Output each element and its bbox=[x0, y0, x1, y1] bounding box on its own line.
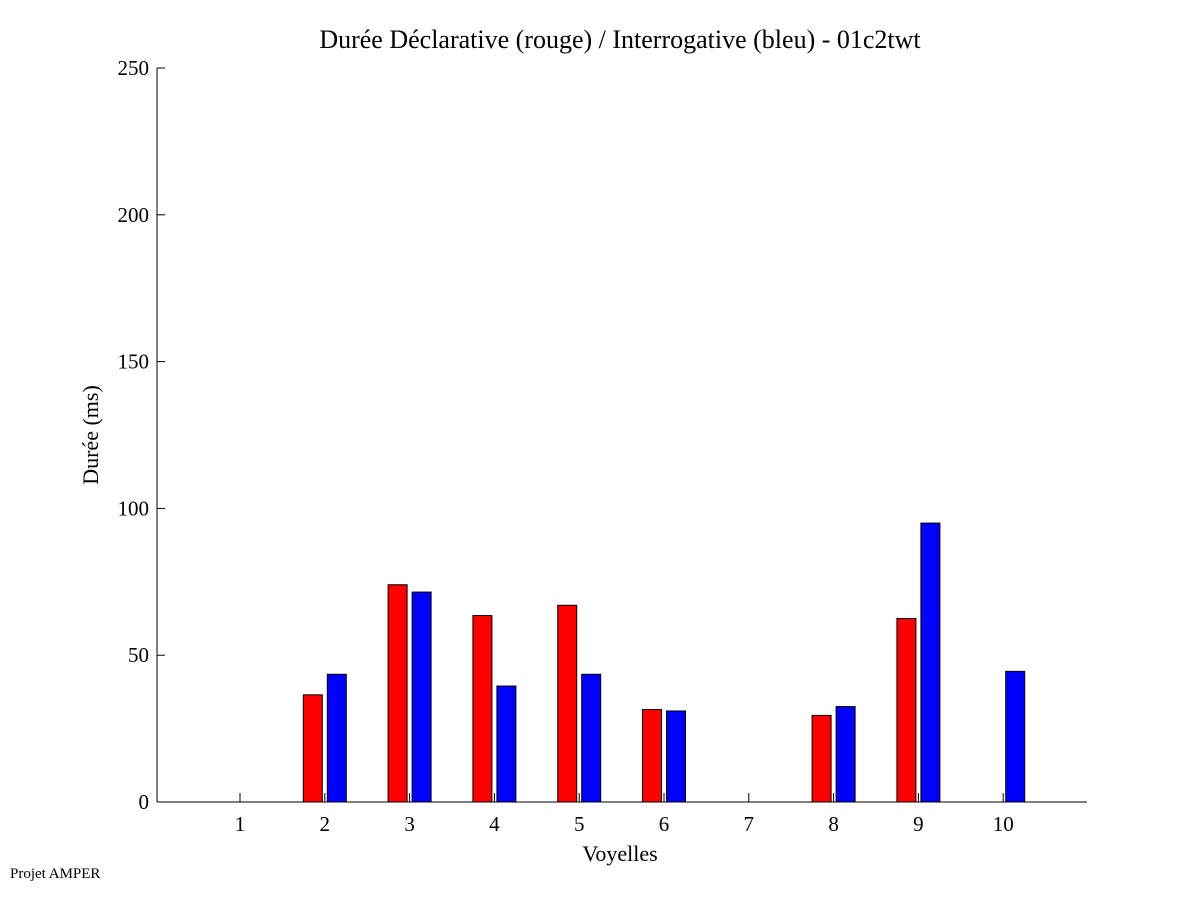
bar-series-1-5 bbox=[557, 604, 578, 803]
y-tick-label: 0 bbox=[139, 790, 150, 814]
bar-series-1-4 bbox=[472, 615, 493, 803]
bar-series-2-4 bbox=[496, 685, 517, 803]
x-tick-label: 3 bbox=[404, 812, 415, 836]
y-tick-label: 50 bbox=[128, 643, 149, 667]
x-ticks: 1 2 3 4 5 6 7 8 9 10 bbox=[235, 793, 1014, 836]
bar-series-1-9 bbox=[896, 618, 917, 803]
y-tick-label: 150 bbox=[118, 350, 150, 374]
y-axis-label: Durée (ms) bbox=[78, 385, 103, 485]
bar-series-2-8 bbox=[835, 706, 856, 803]
axes bbox=[156, 68, 1087, 803]
bar-series-1-3 bbox=[387, 584, 408, 803]
bar-series-2-10 bbox=[1005, 670, 1026, 803]
chart-title: Durée Déclarative (rouge) / Interrogativ… bbox=[319, 25, 921, 54]
y-ticks: 0 50 100 150 200 250 bbox=[118, 56, 165, 814]
bar-series-1-6 bbox=[642, 709, 662, 803]
x-tick-label: 2 bbox=[320, 812, 331, 836]
x-tick-label: 1 bbox=[235, 812, 246, 836]
footer-text: Projet AMPER bbox=[10, 866, 100, 882]
y-tick-label: 250 bbox=[118, 56, 150, 80]
bar-series-2-3 bbox=[411, 591, 432, 803]
bar-series-2-2 bbox=[326, 673, 347, 803]
x-tick-label: 6 bbox=[659, 812, 670, 836]
bar-series-2-5 bbox=[581, 673, 602, 803]
bars bbox=[302, 522, 1026, 803]
x-tick-label: 5 bbox=[574, 812, 585, 836]
x-tick-label: 7 bbox=[744, 812, 755, 836]
x-tick-label: 9 bbox=[913, 812, 924, 836]
bar-series-1-8 bbox=[811, 714, 832, 803]
y-tick-label: 100 bbox=[118, 496, 150, 520]
bar-series-1-2 bbox=[302, 694, 323, 803]
x-tick-label: 4 bbox=[489, 812, 500, 836]
y-tick-label: 200 bbox=[118, 203, 150, 227]
bar-series-2-6 bbox=[666, 710, 686, 803]
x-tick-label: 10 bbox=[993, 812, 1014, 836]
bar-series-2-9 bbox=[920, 522, 941, 803]
x-tick-label: 8 bbox=[828, 812, 839, 836]
x-axis-label: Voyelles bbox=[582, 841, 657, 866]
